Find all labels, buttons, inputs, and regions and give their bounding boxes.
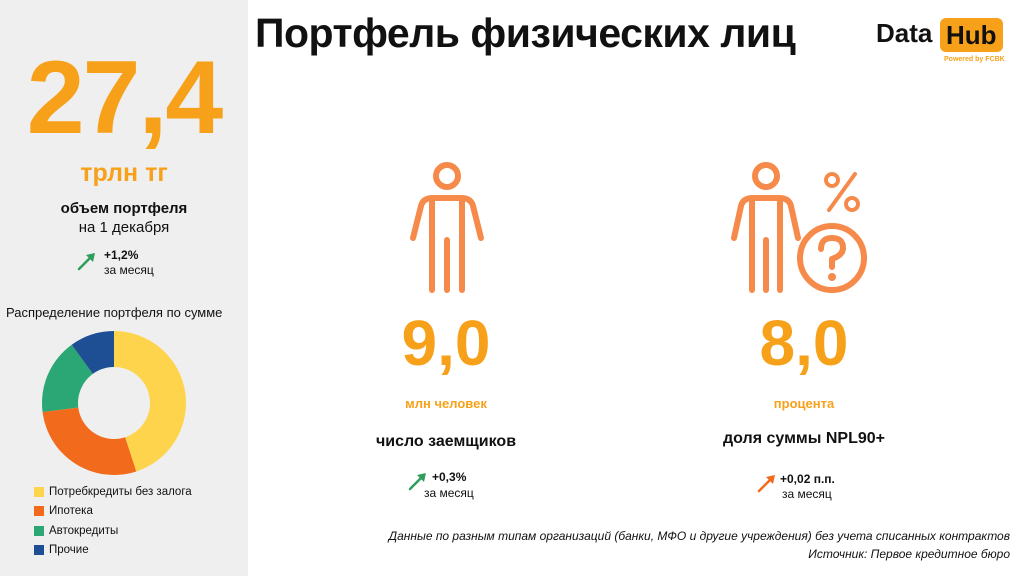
chart-title: Распределение портфеля по сумме (6, 305, 223, 320)
legend-swatch (34, 506, 44, 517)
legend-item: Потребкредиты без залога (34, 482, 192, 502)
portfolio-delta-value: +1,2% (104, 248, 139, 262)
donut-slice-3 (41, 344, 93, 413)
portfolio-volume-value: 27,4 (26, 40, 223, 156)
legend-label: Прочие (49, 544, 89, 557)
borrowers-delta-period: за месяц (424, 486, 474, 500)
donut-slice-1 (114, 331, 187, 472)
donut-slice-4 (71, 331, 114, 374)
percent-icon (824, 172, 860, 212)
borrowers-delta: +0,3% (432, 470, 466, 485)
person-question-icon (731, 162, 867, 293)
legend-label: Автокредиты (49, 524, 119, 537)
person-icon (410, 162, 484, 293)
portfolio-volume-caption: объем портфеля (60, 200, 188, 217)
portfolio-volume-unit: трлн тг (80, 159, 168, 187)
arrow-up-right-icon (757, 475, 775, 493)
portfolio-volume-date: на 1 декабря (78, 219, 170, 236)
npl-caption: доля суммы NPL90+ (723, 430, 885, 447)
legend-item: Прочие (34, 541, 192, 561)
npl-value: 8,0 (759, 307, 849, 379)
chart-legend: Потребкредиты без залога Ипотека Автокре… (34, 482, 192, 560)
logo-data-text: Data (876, 18, 933, 48)
legend-item: Ипотека (34, 502, 192, 522)
portfolio-donut-chart (41, 331, 187, 475)
portfolio-sidebar: 27,4 трлн тг объем портфеля на 1 декабря… (0, 0, 248, 576)
borrowers-caption: число заемщиков (375, 433, 517, 450)
borrowers-value: 9,0 (401, 307, 491, 379)
page-title: Портфель физических лиц (255, 10, 796, 56)
legend-label: Ипотека (49, 505, 93, 518)
legend-swatch (34, 545, 44, 556)
footnote-source: Источник: Первое кредитное бюро (808, 547, 1010, 561)
npl-unit: процента (773, 396, 835, 411)
datahub-logo: Data Hub Powered by FCBK (876, 18, 1008, 66)
portfolio-delta-period: за месяц (104, 263, 154, 277)
legend-label: Потребкредиты без залога (49, 485, 192, 498)
legend-swatch (34, 486, 44, 497)
npl-delta-value: +0,02 п.п. (780, 472, 835, 486)
legend-swatch (34, 525, 44, 536)
npl-delta-period: за месяц (782, 487, 832, 501)
arrow-up-right-icon (408, 473, 426, 491)
legend-item: Автокредиты (34, 521, 192, 541)
footnote-data-scope: Данные по разным типам организаций (банк… (388, 529, 1010, 543)
npl-delta: +0,02 п.п. (780, 472, 835, 487)
logo-hub-text: Hub (940, 18, 1003, 52)
portfolio-delta: +1,2% за месяц (104, 248, 154, 278)
borrowers-delta-value: +0,3% (432, 470, 467, 484)
logo-powered-text: Powered by FCBK (944, 56, 1005, 63)
arrow-up-right-icon (77, 253, 95, 271)
donut-slice-2 (42, 407, 137, 475)
borrowers-unit: млн человек (405, 396, 487, 411)
